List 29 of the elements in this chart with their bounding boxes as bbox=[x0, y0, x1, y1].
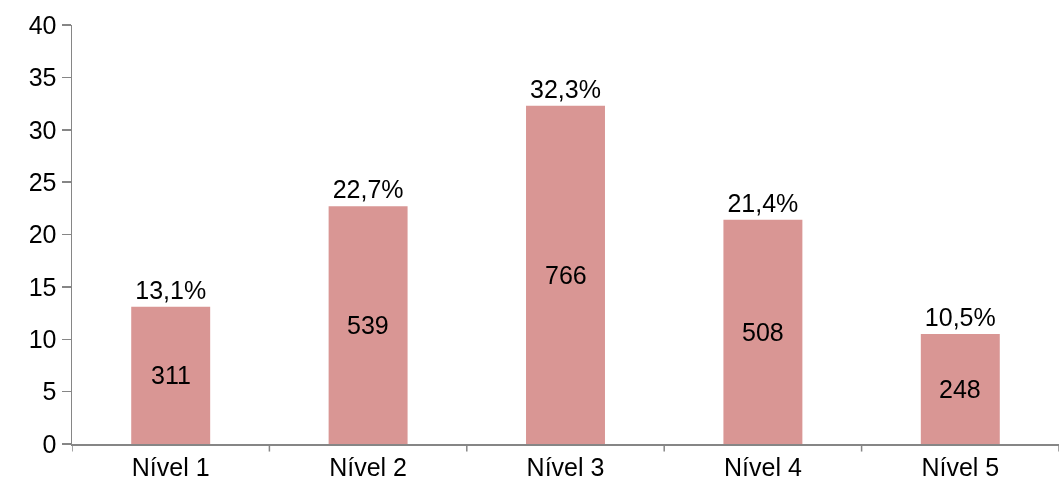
data-label: 32,3% bbox=[530, 74, 601, 103]
y-tick-label: 40 bbox=[28, 10, 57, 39]
bar bbox=[131, 306, 211, 444]
annotation: 766 bbox=[545, 261, 587, 289]
x-tick-label: Nível 2 bbox=[329, 452, 408, 481]
x-tick-label: Nível 1 bbox=[131, 452, 210, 481]
y-tick-label: 30 bbox=[28, 115, 57, 144]
data-label: 21,4% bbox=[727, 188, 799, 217]
y-tick-label: 35 bbox=[28, 63, 57, 92]
x-tick-label: Nível 3 bbox=[526, 452, 605, 481]
data-label: 22,7% bbox=[332, 175, 404, 204]
x-tick-label: Nível 4 bbox=[723, 452, 802, 481]
y-tick-label: 5 bbox=[42, 377, 57, 406]
annotation: 248 bbox=[939, 375, 981, 403]
data-label: 13,1% bbox=[135, 275, 207, 304]
annotation: 311 bbox=[151, 361, 191, 389]
x-tick-label: Nível 5 bbox=[921, 452, 1000, 481]
bar bbox=[723, 219, 803, 444]
y-tick-label: 20 bbox=[28, 220, 57, 249]
y-tick-label: 15 bbox=[28, 272, 57, 301]
bar bbox=[328, 206, 408, 444]
y-tick-label: 25 bbox=[28, 167, 57, 196]
y-tick-label: 10 bbox=[28, 325, 57, 353]
bar bbox=[920, 334, 1000, 444]
bar bbox=[526, 105, 605, 444]
annotation: 539 bbox=[347, 311, 389, 339]
data-label: 10,5% bbox=[924, 303, 996, 332]
y-tick-label: 0 bbox=[42, 429, 57, 458]
annotation: 508 bbox=[742, 318, 784, 346]
